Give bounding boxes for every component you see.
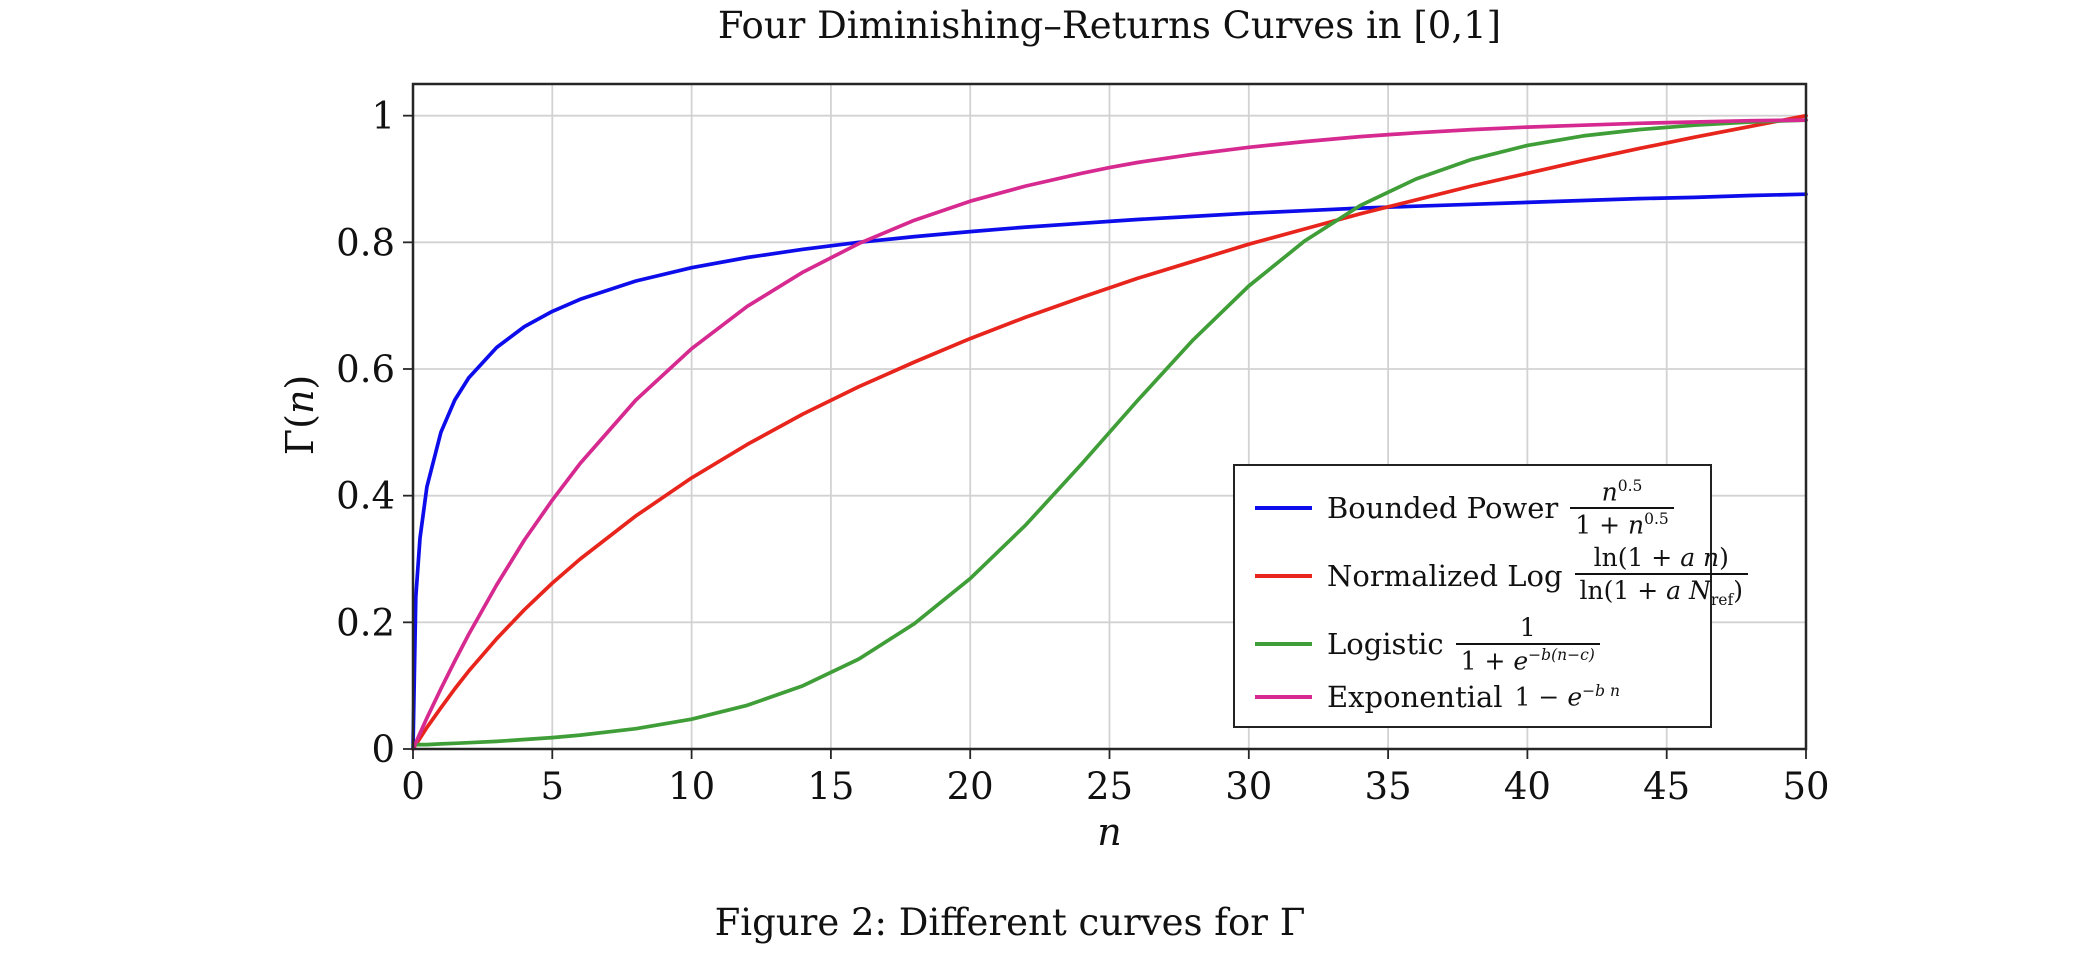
y-tick-label: 1 (371, 95, 395, 138)
formula-den-post: ) (1733, 575, 1743, 605)
x-tick-label: 35 (1365, 765, 1412, 808)
formula-den-pre: 1 + (1575, 510, 1629, 540)
y-label-var: n (278, 389, 322, 415)
y-tick-label: 0.2 (336, 601, 395, 644)
formula-den-var: n (1628, 510, 1645, 540)
legend-label-bounded-power: Bounded Power (1327, 491, 1559, 526)
x-tick-label: 40 (1504, 765, 1551, 808)
legend-swatch-bounded-power (1255, 506, 1312, 511)
y-tick-label: 0 (371, 728, 395, 771)
curve-bounded-power (411, 192, 1808, 751)
y-label-pre: Γ( (278, 414, 322, 456)
formula-den-exp: 0.5 (1644, 509, 1669, 528)
formula-var: e (1567, 682, 1583, 712)
x-tick-label: 15 (807, 765, 854, 808)
x-tick-label: 25 (1086, 765, 1133, 808)
legend-formula-bounded-power: n0.5 1 + n0.5 (1570, 477, 1674, 540)
formula-den-var: e (1513, 646, 1529, 675)
formula-num-var: a n (1680, 543, 1720, 573)
x-tick-label: 30 (1225, 765, 1272, 808)
x-tick-label: 5 (541, 765, 565, 808)
legend-swatch-logistic (1255, 642, 1312, 647)
legend-formula-logistic: 1 1 + e−b(n−c) (1455, 613, 1600, 675)
legend-swatch-normalized-log (1255, 574, 1312, 579)
legend-item-exponential: Exponential 1 − e−b n (1255, 680, 1694, 714)
formula-den-pre: ln(1 + (1579, 575, 1667, 605)
formula-den-exp: −b(n−c) (1528, 645, 1595, 664)
x-tick-label: 45 (1643, 765, 1690, 808)
legend-label-normalized-log: Normalized Log (1327, 559, 1563, 594)
formula-pre: 1 − (1514, 682, 1568, 712)
x-label-var: n (1097, 810, 1122, 854)
legend-formula-normalized-log: ln(1 + a n) ln(1 + a Nref) (1574, 543, 1748, 609)
chart-title: Four Diminishing–Returns Curves in [0,1] (717, 4, 1502, 47)
curve-exponential (411, 118, 1808, 751)
formula-exp: −b n (1582, 682, 1620, 701)
curve-normalized-log (411, 113, 1808, 751)
legend: Bounded Power n0.5 1 + n0.5 Normalized L… (1233, 464, 1748, 728)
curve-logistic (411, 118, 1808, 747)
formula-num-var: n (1601, 477, 1618, 507)
formula-den-sub: ref (1710, 590, 1734, 609)
formula-den-pre: 1 + (1460, 646, 1514, 675)
y-tick-label: 0.6 (336, 348, 395, 391)
x-tick-label: 10 (668, 765, 715, 808)
legend-swatch-exponential (1255, 694, 1312, 699)
y-axis-label: Γ(n) (278, 375, 322, 456)
legend-item-bounded-power: Bounded Power n0.5 1 + n0.5 (1255, 477, 1694, 540)
x-tick-label: 0 (401, 765, 425, 808)
formula-num-exp: 0.5 (1617, 477, 1643, 495)
x-tick-label: 50 (1782, 765, 1829, 808)
formula-num-post: ) (1719, 543, 1729, 573)
formula-num: 1 (1519, 613, 1536, 643)
legend-item-normalized-log: Normalized Log ln(1 + a n) ln(1 + a Nref… (1255, 544, 1748, 609)
x-tick-label: 20 (947, 765, 994, 808)
x-axis-label: n (413, 810, 1806, 854)
formula-den-var: a N (1666, 575, 1711, 605)
legend-item-logistic: Logistic 1 1 + e−b(n−c) (1255, 614, 1694, 674)
legend-label-exponential: Exponential (1327, 679, 1503, 714)
legend-label-logistic: Logistic (1327, 627, 1444, 662)
figure-caption: Figure 2: Different curves for Γ (714, 901, 1306, 944)
y-tick-label: 0.4 (336, 475, 395, 518)
formula-num-pre: ln(1 + (1593, 543, 1681, 573)
y-tick-label: 0.8 (336, 221, 395, 264)
y-label-post: ) (278, 374, 322, 390)
legend-formula-exponential: 1 − e−b n (1515, 683, 1620, 711)
